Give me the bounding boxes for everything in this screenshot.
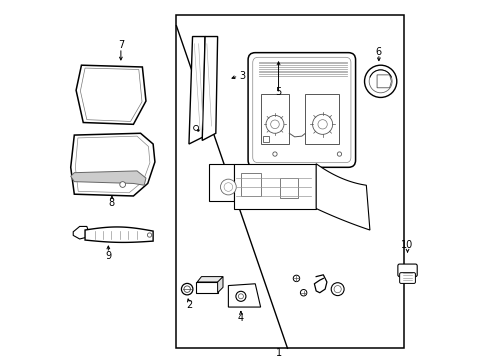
Circle shape	[330, 283, 344, 296]
Text: 2: 2	[185, 300, 192, 310]
Circle shape	[317, 120, 326, 129]
Polygon shape	[316, 164, 369, 230]
Polygon shape	[202, 36, 217, 140]
Circle shape	[337, 152, 341, 156]
Circle shape	[235, 291, 245, 301]
Circle shape	[293, 275, 299, 282]
Polygon shape	[76, 65, 145, 124]
Polygon shape	[196, 282, 217, 293]
FancyBboxPatch shape	[241, 173, 260, 196]
Circle shape	[270, 120, 279, 129]
Circle shape	[333, 285, 341, 293]
Polygon shape	[85, 227, 153, 242]
Circle shape	[181, 283, 192, 295]
Circle shape	[224, 183, 232, 191]
Polygon shape	[208, 164, 233, 201]
FancyBboxPatch shape	[247, 53, 355, 167]
FancyBboxPatch shape	[397, 264, 416, 276]
Circle shape	[220, 179, 236, 195]
Text: 6: 6	[375, 46, 381, 57]
FancyBboxPatch shape	[305, 94, 339, 144]
FancyBboxPatch shape	[280, 178, 298, 198]
FancyBboxPatch shape	[263, 136, 269, 142]
Text: 1: 1	[275, 348, 281, 358]
Text: 9: 9	[105, 251, 111, 261]
Circle shape	[238, 294, 243, 299]
Polygon shape	[73, 226, 88, 239]
Text: 10: 10	[401, 240, 413, 251]
Text: 7: 7	[118, 40, 124, 50]
Circle shape	[265, 115, 284, 133]
Circle shape	[197, 129, 199, 131]
Polygon shape	[71, 171, 145, 185]
Circle shape	[368, 70, 391, 93]
Circle shape	[193, 125, 198, 130]
Polygon shape	[188, 36, 204, 144]
Circle shape	[300, 289, 306, 296]
Polygon shape	[376, 75, 390, 88]
Polygon shape	[197, 276, 223, 282]
Text: 3: 3	[239, 71, 245, 81]
Polygon shape	[71, 133, 155, 196]
Circle shape	[147, 233, 151, 237]
Polygon shape	[228, 284, 260, 307]
Text: 8: 8	[109, 198, 115, 208]
Circle shape	[183, 286, 190, 292]
Circle shape	[364, 65, 396, 98]
Circle shape	[312, 114, 332, 134]
Polygon shape	[233, 164, 316, 208]
FancyBboxPatch shape	[399, 273, 415, 283]
Circle shape	[120, 182, 125, 188]
Polygon shape	[217, 276, 223, 293]
Circle shape	[272, 152, 277, 156]
Text: 4: 4	[237, 313, 244, 323]
Text: 5: 5	[275, 87, 281, 97]
Bar	[176, 15, 403, 348]
FancyBboxPatch shape	[260, 94, 289, 144]
